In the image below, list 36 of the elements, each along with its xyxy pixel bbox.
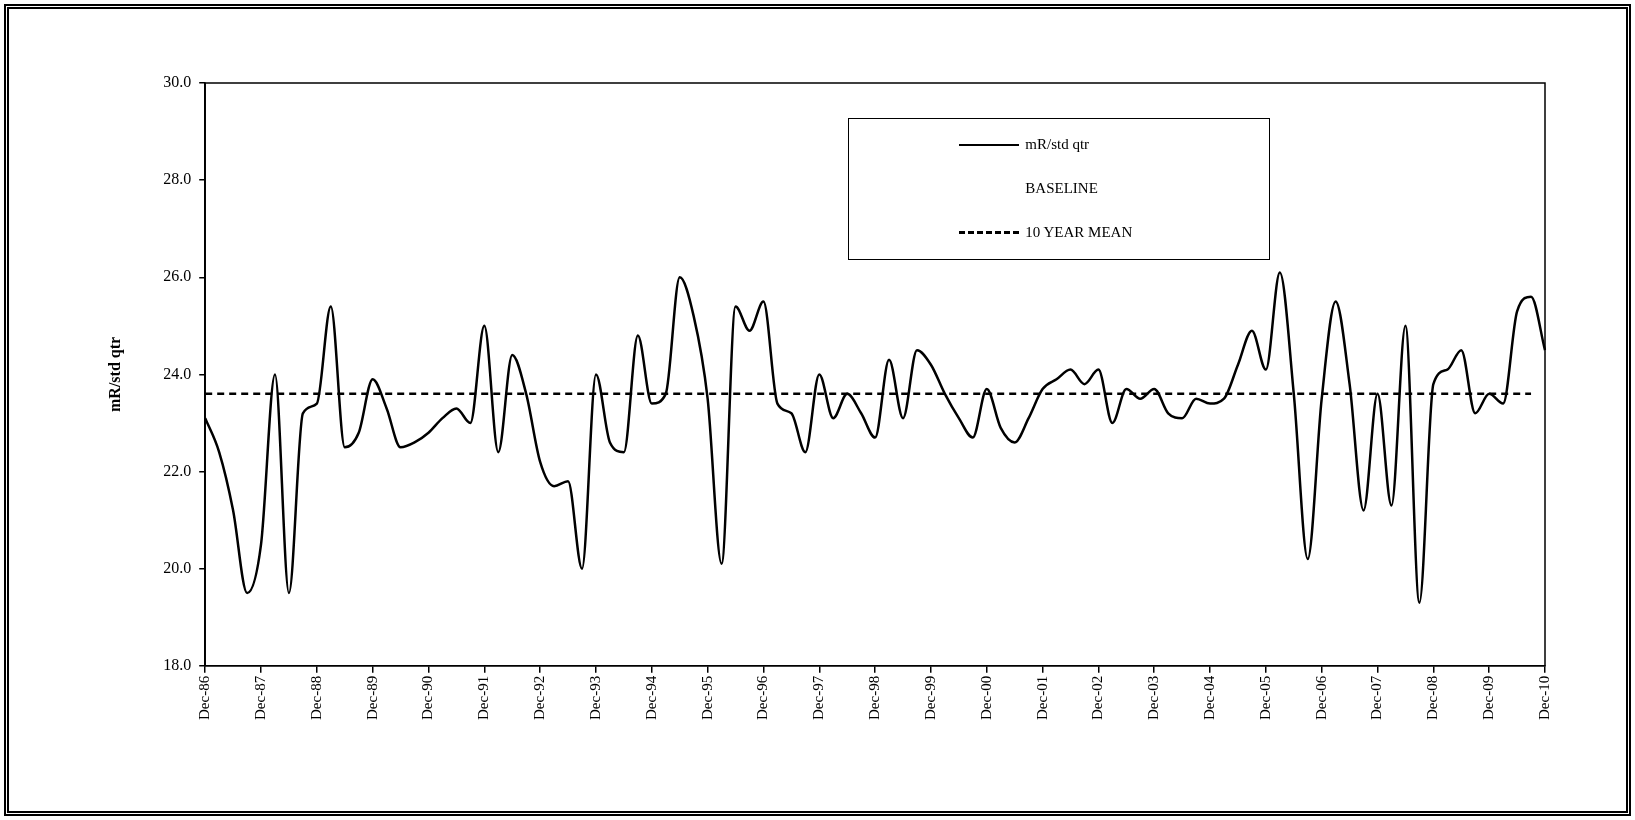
annotation: BASELINE bbox=[1025, 180, 1098, 198]
x-tick-label: Dec-08 bbox=[1424, 675, 1441, 721]
legend-label: mR/std qtr bbox=[1025, 136, 1090, 154]
y-tick-label: 18.0 bbox=[163, 656, 192, 674]
x-tick-label: Dec-99 bbox=[921, 675, 938, 721]
x-tick-label: Dec-04 bbox=[1200, 675, 1217, 721]
x-tick-label: Dec-96 bbox=[754, 675, 771, 721]
x-tick-label: Dec-93 bbox=[586, 675, 603, 721]
y-tick-label: 22.0 bbox=[163, 461, 192, 479]
y-tick-label: 28.0 bbox=[163, 170, 192, 188]
x-tick-label: Dec-01 bbox=[1033, 675, 1050, 721]
x-tick-label: Dec-86 bbox=[196, 675, 213, 721]
x-tick-label: Dec-87 bbox=[251, 675, 268, 721]
x-tick-label: Dec-05 bbox=[1256, 675, 1273, 721]
x-tick-label: Dec-09 bbox=[1480, 675, 1497, 721]
x-tick-label: Dec-89 bbox=[363, 675, 380, 721]
y-tick-label: 24.0 bbox=[163, 364, 192, 382]
legend-label: 10 YEAR MEAN bbox=[1025, 224, 1133, 242]
x-tick-label: Dec-88 bbox=[307, 675, 324, 721]
x-tick-label: Dec-06 bbox=[1312, 675, 1329, 721]
y-tick-label: 20.0 bbox=[163, 558, 192, 576]
y-axis-title: mR/std qtr bbox=[105, 336, 124, 412]
x-tick-label: Dec-92 bbox=[531, 675, 548, 721]
y-tick-label: 30.0 bbox=[163, 73, 192, 91]
x-tick-label: Dec-95 bbox=[698, 675, 715, 721]
x-tick-label: Dec-10 bbox=[1535, 675, 1552, 721]
x-tick-label: Dec-07 bbox=[1368, 675, 1385, 721]
x-tick-label: Dec-00 bbox=[977, 675, 994, 721]
y-tick-label: 26.0 bbox=[163, 267, 192, 285]
x-tick-label: Dec-90 bbox=[419, 675, 436, 721]
x-tick-label: Dec-02 bbox=[1089, 675, 1106, 721]
x-tick-label: Dec-91 bbox=[475, 675, 492, 721]
x-tick-label: Dec-98 bbox=[866, 675, 883, 721]
x-tick-label: Dec-97 bbox=[810, 675, 827, 721]
x-tick-label: Dec-03 bbox=[1145, 675, 1162, 721]
x-tick-label: Dec-94 bbox=[642, 675, 659, 721]
